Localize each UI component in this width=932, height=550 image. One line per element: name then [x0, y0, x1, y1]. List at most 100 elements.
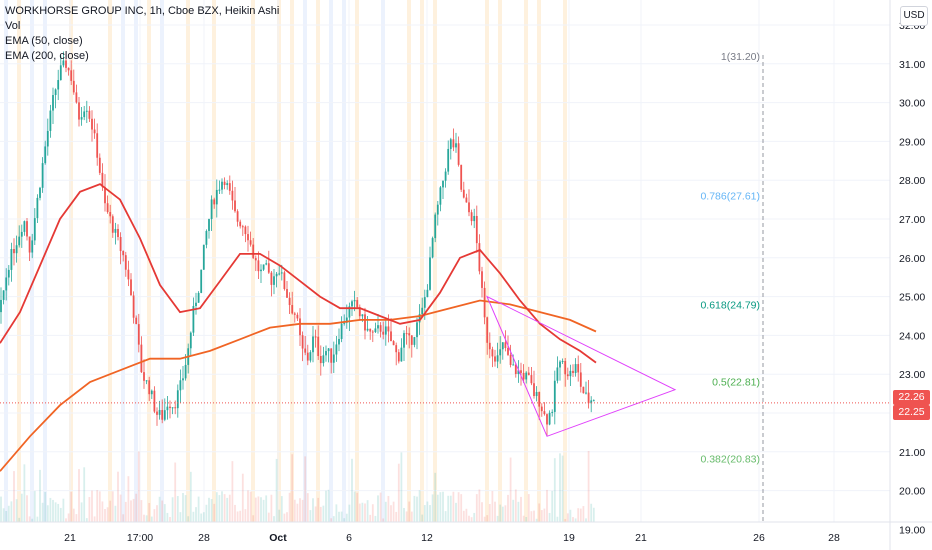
x-tick-label: 28: [828, 532, 840, 544]
candle-body: [395, 345, 398, 353]
candle-body: [205, 230, 208, 245]
legend-ema50[interactable]: EMA (50, close): [5, 35, 83, 47]
volume-bar: [384, 501, 387, 522]
x-tick-label: 28: [198, 532, 210, 544]
candle-body: [80, 117, 83, 120]
volume-bar: [202, 512, 205, 522]
candle-body: [275, 273, 278, 277]
candle-body: [358, 307, 361, 317]
volume-bar: [322, 505, 325, 522]
volume-bar: [210, 499, 213, 522]
candle-body: [522, 372, 525, 380]
volume-bar: [577, 508, 580, 522]
volume-bar: [525, 517, 528, 522]
candle-body: [135, 317, 138, 325]
volume-bar: [345, 513, 348, 522]
candle-body: [582, 386, 585, 394]
price-label-lower: 22.25: [893, 405, 930, 420]
volume-bar: [366, 500, 369, 522]
volume-bar: [569, 509, 572, 522]
candle-body: [548, 412, 551, 425]
candle-body: [252, 244, 255, 259]
volume-bar: [312, 498, 314, 522]
candle-body: [361, 314, 364, 317]
volume-bar: [343, 518, 346, 522]
candle-body: [332, 354, 335, 363]
candle-body: [49, 110, 52, 131]
drawings[interactable]: [0, 55, 890, 522]
candle-body: [221, 181, 223, 190]
volume-bar: [166, 512, 169, 522]
fib-level-label: 1(31.20): [721, 51, 760, 63]
volume-bar: [377, 495, 379, 522]
candle-body: [267, 263, 270, 273]
candle-body: [530, 375, 533, 384]
y-tick-label: 21.00: [899, 447, 925, 459]
volume-bar: [54, 502, 57, 522]
volume-bar: [429, 505, 431, 522]
y-tick-label: 25.00: [899, 292, 925, 304]
volume-bar: [228, 494, 231, 522]
volume-bar: [176, 496, 179, 522]
volume-bar: [109, 500, 112, 522]
volume-bar: [31, 518, 34, 522]
legend-ema200[interactable]: EMA (200, close): [5, 50, 89, 62]
candle-body: [442, 180, 444, 188]
volume-bar: [114, 505, 117, 522]
volume-bar: [533, 510, 535, 522]
volume-bar: [182, 492, 184, 522]
volume-bar: [130, 500, 132, 522]
volume-bar: [361, 502, 364, 522]
volume-bar: [80, 502, 83, 522]
candle-body: [590, 400, 593, 404]
candle-body: [449, 139, 452, 149]
volume-bar: [140, 500, 143, 522]
candle-body: [218, 189, 221, 191]
volume-bar: [156, 505, 158, 522]
volume-bar: [387, 495, 390, 522]
candle-body: [23, 221, 26, 232]
y-tick-label: 24.00: [899, 330, 925, 342]
volume-bar: [135, 493, 138, 522]
candle-body: [241, 226, 244, 228]
session-strip: [329, 0, 333, 522]
y-tick-label: 27.00: [899, 214, 925, 226]
volume-bar: [236, 511, 239, 522]
candle-body: [2, 290, 5, 300]
volume-bar: [23, 464, 26, 522]
candle-body: [525, 372, 528, 380]
candle-body: [223, 181, 226, 186]
volume-bar: [561, 455, 564, 522]
candle-body: [28, 236, 31, 253]
volume-bar: [158, 496, 161, 522]
volume-bar: [559, 453, 561, 522]
volume-bar: [509, 457, 512, 522]
candle-body: [293, 313, 296, 315]
session-strip: [524, 0, 528, 522]
candle-body: [577, 364, 580, 373]
volume-bar: [33, 491, 36, 522]
volume-bar: [397, 463, 400, 522]
candle-body: [161, 410, 164, 420]
volume-bar: [260, 497, 262, 522]
volume-bar: [488, 504, 491, 522]
volume-bar: [124, 501, 127, 522]
volume-bar: [148, 503, 151, 522]
triangle-drawing: [486, 295, 677, 437]
legend-vol[interactable]: Vol: [5, 20, 21, 32]
currency-button[interactable]: USD: [900, 6, 928, 26]
candle-body: [340, 323, 343, 339]
candle-body: [379, 325, 382, 332]
volume-bar: [18, 517, 21, 522]
volume-bar: [574, 518, 577, 522]
session-strip: [433, 0, 437, 522]
candle-body: [491, 349, 494, 357]
candle-body: [46, 130, 49, 147]
volume-bar: [527, 494, 530, 522]
volume-bar: [270, 494, 273, 522]
candle-body: [444, 171, 447, 181]
candle-body: [117, 228, 119, 238]
candle-body: [265, 263, 268, 265]
volume-bar: [579, 508, 582, 522]
